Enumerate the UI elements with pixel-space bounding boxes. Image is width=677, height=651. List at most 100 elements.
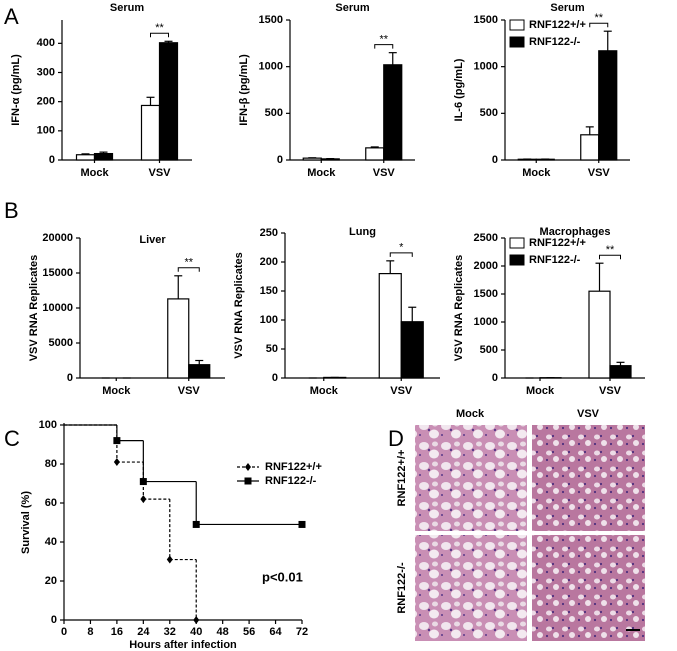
marker [193,616,200,624]
y-tick-label: 500 [265,107,283,119]
y-tick-label: 1000 [259,61,283,73]
x-tick-label: VSV [588,167,611,179]
image-panel [532,535,645,641]
x-tick-label: Mock [526,385,555,397]
y-tick-label: 0 [49,154,55,166]
y-tick-label: 300 [37,66,55,78]
bar [400,321,424,379]
bar [383,64,403,161]
marker [244,477,252,485]
y-tick-label: 0 [492,372,498,384]
y-axis-label: VSV RNA Replicates [28,255,40,362]
significance-bracket [374,44,394,49]
y-tick-label: 150 [260,285,278,297]
significance-label: ** [184,257,193,269]
bar [609,365,632,379]
x-tick-label: 56 [243,626,255,638]
y-tick-label: 100 [37,125,55,137]
x-tick-label: VSV [390,385,413,397]
bar [535,158,555,161]
y-tick-label: 80 [45,458,57,470]
significance-label: * [399,242,404,254]
y-tick-label: 500 [480,107,498,119]
significance-bracket [177,267,200,272]
bar [188,364,211,379]
y-tick-label: 20 [45,575,57,587]
bar [323,376,347,379]
chart-title: Lung [349,226,376,238]
bar [588,290,611,379]
x-tick-label: VSV [599,385,622,397]
marker [298,520,306,528]
histology: Mock VSV RNF122+/+ RNF122-/- [396,408,645,641]
bar [158,42,179,161]
y-axis-label: IL-6 (pg/mL) [453,58,465,121]
y-tick-label: 100 [260,314,278,326]
significance-bracket [599,254,621,260]
y-tick-label: 0 [67,372,73,384]
y-tick-label: 1500 [259,14,283,26]
legend-label: RNF122-/- [529,254,581,266]
x-tick-label: VSV [178,385,201,397]
panel-letter: C [4,426,20,451]
legend-label: RNF122-/- [265,475,317,487]
significance-label: ** [594,12,603,24]
panel-letter: A [4,4,19,29]
significance-bracket [389,252,413,257]
y-axis-label: IFN-α (pg/mL) [10,54,22,126]
x-tick-label: 72 [296,626,308,638]
column-label: VSV [577,408,600,420]
y-tick-label: 400 [37,37,55,49]
x-tick-label: 64 [269,626,282,638]
legend-label: RNF122+/+ [529,237,586,249]
legend-label: RNF122+/+ [529,19,586,31]
x-axis-label: Hours after infection [129,639,237,651]
y-tick-label: 100 [39,419,57,431]
image-panel [415,535,527,641]
column-label: Mock [456,408,485,420]
y-tick-label: 500 [480,344,498,356]
legend-swatch [509,36,525,48]
x-tick-label: 8 [87,626,93,638]
y-tick-label: 0 [492,154,498,166]
y-tick-label: 5000 [49,337,73,349]
y-tick-label: 2000 [474,260,498,272]
legend-swatch [509,254,525,266]
x-tick-label: Mock [310,385,339,397]
y-tick-label: 200 [260,256,278,268]
y-axis-label: Survival (%) [20,491,32,554]
panel-letter: B [4,198,19,223]
x-tick-label: Mock [307,167,336,179]
y-tick-label: 250 [260,227,278,239]
image-panel [532,425,645,531]
x-tick-label: 40 [190,626,202,638]
x-tick-label: 0 [61,626,67,638]
y-tick-label: 200 [37,96,55,108]
x-tick-label: Mock [102,385,131,397]
row-label: RNF122-/- [396,562,408,614]
x-tick-label: 32 [164,626,176,638]
y-tick-label: 20000 [42,232,73,244]
image-panel [415,425,527,531]
y-tick-label: 0 [272,372,278,384]
y-axis-label: IFN-β (pg/mL) [238,54,250,126]
bar [598,50,618,161]
y-tick-label: 1500 [474,288,498,300]
legend-swatch [509,19,525,31]
bar [93,152,114,161]
annotation: p<0.01 [262,569,303,584]
y-tick-label: 1000 [474,61,498,73]
chart-title: Serum [110,2,144,14]
y-axis-label: VSV RNA Replicates [453,255,465,362]
significance-label: ** [606,244,615,256]
x-tick-label: 16 [111,626,123,638]
significance-label: ** [155,22,164,34]
x-tick-label: Mock [80,167,109,179]
row-label: RNF122+/+ [396,450,408,507]
legend-swatch [509,237,525,249]
significance-bracket [150,32,169,38]
y-tick-label: 1500 [474,14,498,26]
y-tick-label: 10000 [42,302,73,314]
bar [517,158,537,161]
